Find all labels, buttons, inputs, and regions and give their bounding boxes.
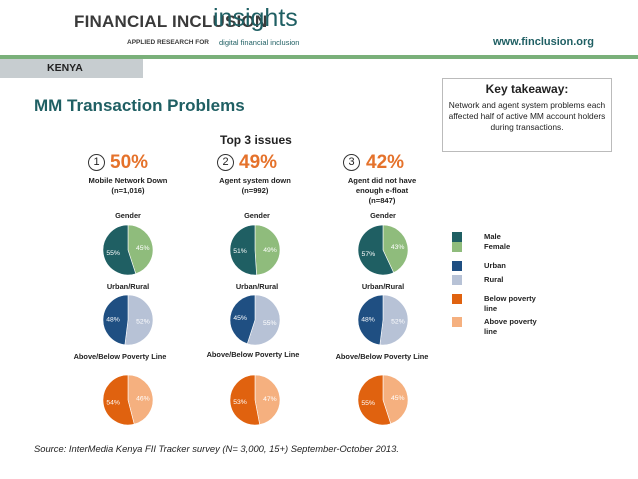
legend-swatch: [452, 317, 462, 327]
pie-label-male: 51%: [233, 248, 247, 255]
site-url[interactable]: www.finclusion.org: [492, 36, 594, 48]
pie-slice-female: [254, 224, 281, 276]
pie-label-above: 46%: [136, 396, 150, 403]
header-divider: [0, 55, 638, 59]
legend-label: Below poverty line: [484, 294, 536, 313]
legend-label: Above poverty line: [484, 317, 537, 336]
poverty-pie-1: 46% 54%: [102, 374, 154, 426]
pie-label-urban: 45%: [233, 315, 247, 322]
issue-label: Agent did not have enough e-float (n=847…: [347, 176, 417, 205]
legend-swatch: [452, 294, 462, 304]
key-takeaway-title: Key takeaway:: [485, 82, 569, 96]
gender-chart-title: Gender: [115, 211, 141, 220]
urban-rural-chart-title: Urban/Rural: [106, 282, 150, 291]
pie-slice-male: [229, 224, 257, 276]
pie-slice-below: [102, 374, 135, 426]
legend-swatch: [452, 242, 462, 252]
urban-rural-chart-title: Urban/Rural: [235, 282, 279, 291]
legend-label: Urban: [484, 261, 506, 270]
pie-label-female: 43%: [391, 244, 405, 251]
pie-slice-below: [357, 374, 392, 426]
pie-label-male: 57%: [362, 251, 376, 258]
poverty-pie-3: 45% 55%: [357, 374, 409, 426]
gender-pie-3: 43% 57%: [357, 224, 409, 276]
top-issues-heading: Top 3 issues: [220, 133, 292, 147]
issue-column-2: 2 49% Agent system down (n=992): [170, 152, 340, 196]
pie-label-urban: 48%: [106, 317, 120, 324]
pie-label-below: 53%: [233, 399, 247, 406]
pie-slice-male: [102, 224, 137, 276]
pie-label-urban: 48%: [361, 317, 375, 324]
pie-slice-male: [357, 224, 395, 276]
legend-label: Rural: [484, 275, 504, 284]
pie-label-female: 45%: [136, 245, 150, 252]
gender-pie-2: 49% 51%: [229, 224, 281, 276]
issue-number-badge: 3: [343, 154, 360, 171]
pie-label-rural: 55%: [263, 320, 277, 327]
issue-column-1: 1 50% Mobile Network Down (n=1,016): [43, 152, 213, 196]
pie-slice-above: [382, 374, 409, 425]
legend-swatch: [452, 275, 462, 285]
pie-slice-urban: [357, 294, 384, 346]
legend-swatch: [452, 232, 462, 242]
pie-label-rural: 52%: [136, 318, 150, 325]
gender-chart-title: Gender: [370, 211, 396, 220]
pie-slice-rural: [246, 294, 281, 346]
pie-slice-urban: [229, 294, 256, 345]
pie-label-above: 45%: [391, 395, 405, 402]
urban-rural-pie-3: 52% 48%: [357, 294, 409, 346]
key-takeaway-box: Key takeaway: Network and agent system p…: [442, 78, 612, 152]
pie-slice-female: [127, 224, 154, 275]
urban-rural-pie-2: 55% 45%: [229, 294, 281, 346]
pie-label-below: 55%: [361, 400, 375, 407]
poverty-chart-title: Above/Below Poverty Line: [73, 352, 167, 361]
country-tab: [0, 59, 143, 78]
key-takeaway-text: Network and agent system problems each a…: [448, 100, 606, 132]
urban-rural-pie-1: 52% 48%: [102, 294, 154, 346]
pie-label-below: 54%: [106, 399, 120, 406]
issue-column-3: 3 42% Agent did not have enough e-float …: [297, 152, 467, 206]
pie-slice-rural: [379, 294, 409, 346]
pie-slice-below: [229, 374, 261, 426]
gender-pie-1: 45% 55%: [102, 224, 154, 276]
pie-label-above: 47%: [263, 396, 277, 403]
pie-label-male: 55%: [106, 250, 120, 257]
issue-label: Mobile Network Down (n=1,016): [88, 176, 168, 195]
pie-slice-above: [127, 374, 154, 425]
issue-number-badge: 2: [217, 154, 234, 171]
page-title: MM Transaction Problems: [34, 96, 245, 115]
urban-rural-chart-title: Urban/Rural: [361, 282, 405, 291]
gender-chart-title: Gender: [244, 211, 270, 220]
pie-label-female: 49%: [263, 247, 277, 254]
country-label: KENYA: [47, 62, 83, 74]
poverty-chart-title: Above/Below Poverty Line: [206, 350, 300, 359]
issue-label: Agent system down (n=992): [219, 176, 291, 195]
pie-slice-above: [254, 374, 281, 425]
issue-percent: 42%: [366, 152, 405, 173]
poverty-chart-title: Above/Below Poverty Line: [335, 352, 429, 361]
issue-percent: 49%: [239, 152, 278, 173]
legend-swatch: [452, 261, 462, 271]
source-note: Source: InterMedia Kenya FII Tracker sur…: [34, 443, 399, 454]
brand-name: FINANCIAL INCLUSION: [74, 12, 268, 31]
header: FINANCIAL INCLUSION insights APPLIED RES…: [0, 0, 638, 55]
pie-slice-female: [382, 224, 409, 274]
brand-tagline-2: digital financial inclusion: [219, 38, 300, 47]
legend-label: Male: [484, 232, 501, 241]
poverty-pie-2: 47% 53%: [229, 374, 281, 426]
brand-tagline-1: APPLIED RESEARCH FOR: [127, 39, 209, 46]
pie-slice-rural: [124, 294, 154, 346]
legend-label: Female: [484, 242, 511, 251]
issue-number-badge: 1: [88, 154, 105, 171]
issue-percent: 50%: [110, 152, 149, 173]
brand-insights: insights: [213, 4, 298, 32]
pie-slice-urban: [102, 294, 129, 346]
pie-label-rural: 52%: [391, 318, 405, 325]
